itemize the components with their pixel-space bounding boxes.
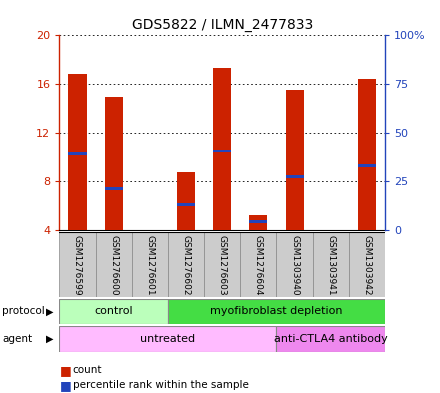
Bar <box>59 326 276 352</box>
Bar <box>249 215 268 230</box>
Text: control: control <box>94 307 133 316</box>
Text: ▶: ▶ <box>46 307 54 316</box>
Text: GSM1276602: GSM1276602 <box>182 235 191 296</box>
Text: GSM1303940: GSM1303940 <box>290 235 299 296</box>
Text: percentile rank within the sample: percentile rank within the sample <box>73 380 249 390</box>
Text: GSM1276599: GSM1276599 <box>73 235 82 296</box>
Bar <box>168 232 204 297</box>
Bar <box>177 171 195 230</box>
Bar <box>95 232 132 297</box>
Bar <box>286 175 304 178</box>
Bar <box>276 232 313 297</box>
Text: agent: agent <box>2 334 32 344</box>
Text: ▶: ▶ <box>46 334 54 344</box>
Text: GSM1276600: GSM1276600 <box>109 235 118 296</box>
Bar <box>349 232 385 297</box>
Text: myofibroblast depletion: myofibroblast depletion <box>210 307 343 316</box>
Bar <box>286 90 304 230</box>
Text: count: count <box>73 365 102 375</box>
Bar <box>177 203 195 206</box>
Bar <box>240 232 276 297</box>
Bar <box>105 97 123 230</box>
Bar <box>204 232 240 297</box>
Title: GDS5822 / ILMN_2477833: GDS5822 / ILMN_2477833 <box>132 18 313 31</box>
Text: GSM1276603: GSM1276603 <box>218 235 227 296</box>
Bar <box>213 68 231 230</box>
Text: GSM1276604: GSM1276604 <box>254 235 263 296</box>
Bar <box>69 152 87 154</box>
Bar <box>59 232 95 297</box>
Bar <box>358 79 376 230</box>
Bar <box>358 164 376 167</box>
Text: GSM1303942: GSM1303942 <box>363 235 371 296</box>
Text: GSM1276601: GSM1276601 <box>145 235 154 296</box>
Bar <box>59 299 168 324</box>
Bar <box>276 326 385 352</box>
Bar <box>168 299 385 324</box>
Text: untreated: untreated <box>140 334 195 344</box>
Bar <box>213 150 231 152</box>
Bar <box>69 74 87 230</box>
Text: anti-CTLA4 antibody: anti-CTLA4 antibody <box>274 334 388 344</box>
Text: ■: ■ <box>59 378 71 392</box>
Text: GSM1303941: GSM1303941 <box>326 235 335 296</box>
Bar <box>132 232 168 297</box>
Text: ■: ■ <box>59 364 71 377</box>
Bar <box>105 187 123 190</box>
Bar <box>249 220 268 223</box>
Text: protocol: protocol <box>2 307 45 316</box>
Bar <box>313 232 349 297</box>
